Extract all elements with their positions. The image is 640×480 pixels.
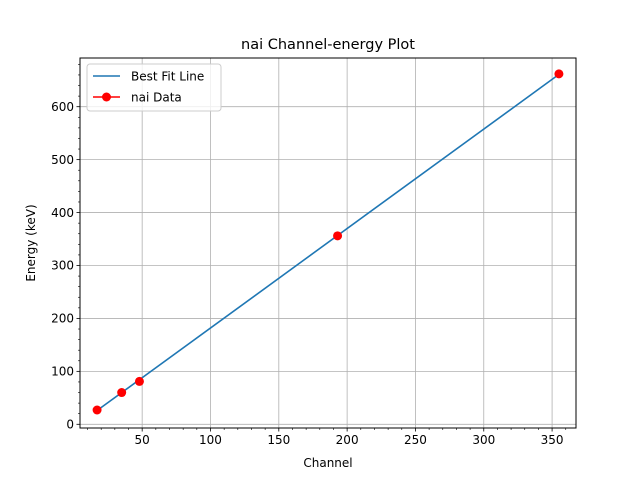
data-point [554, 69, 564, 79]
data-point [333, 231, 343, 241]
y-tick-label: 100 [51, 365, 74, 379]
x-tick-label: 300 [472, 433, 495, 447]
chart-title: nai Channel-energy Plot [241, 37, 415, 53]
x-tick-label: 50 [135, 433, 150, 447]
y-tick-label: 500 [51, 153, 74, 167]
best-fit-line [96, 73, 560, 412]
y-tick-label: 200 [51, 312, 74, 326]
legend-label-fit: Best Fit Line [131, 70, 204, 84]
legend-marker-swatch-dot [102, 92, 111, 102]
y-tick-label: 0 [66, 417, 74, 431]
x-tick-label: 200 [336, 433, 359, 447]
x-tick-label: 100 [199, 433, 222, 447]
grid-layer [80, 58, 576, 428]
legend-label-data: nai Data [131, 91, 182, 105]
y-tick-label: 400 [51, 206, 74, 220]
series-layer [92, 69, 564, 415]
legend-box [86, 63, 222, 112]
plot-frame [79, 57, 577, 429]
y-tick-label: 600 [51, 100, 74, 114]
data-point [117, 388, 127, 398]
x-tick-label: 350 [541, 433, 564, 447]
y-axis-label: Energy (keV) [24, 204, 38, 281]
legend: Best Fit Line nai Data [86, 63, 222, 112]
x-axis-label: Channel [303, 456, 352, 470]
data-point [92, 405, 102, 415]
x-tick-label: 250 [404, 433, 427, 447]
data-point [134, 376, 144, 386]
tick-layer: 50 100 150 200 250 300 350 0 100 200 300 400 500 600 [51, 64, 567, 447]
y-tick-label: 300 [51, 259, 74, 273]
x-tick-label: 150 [267, 433, 290, 447]
